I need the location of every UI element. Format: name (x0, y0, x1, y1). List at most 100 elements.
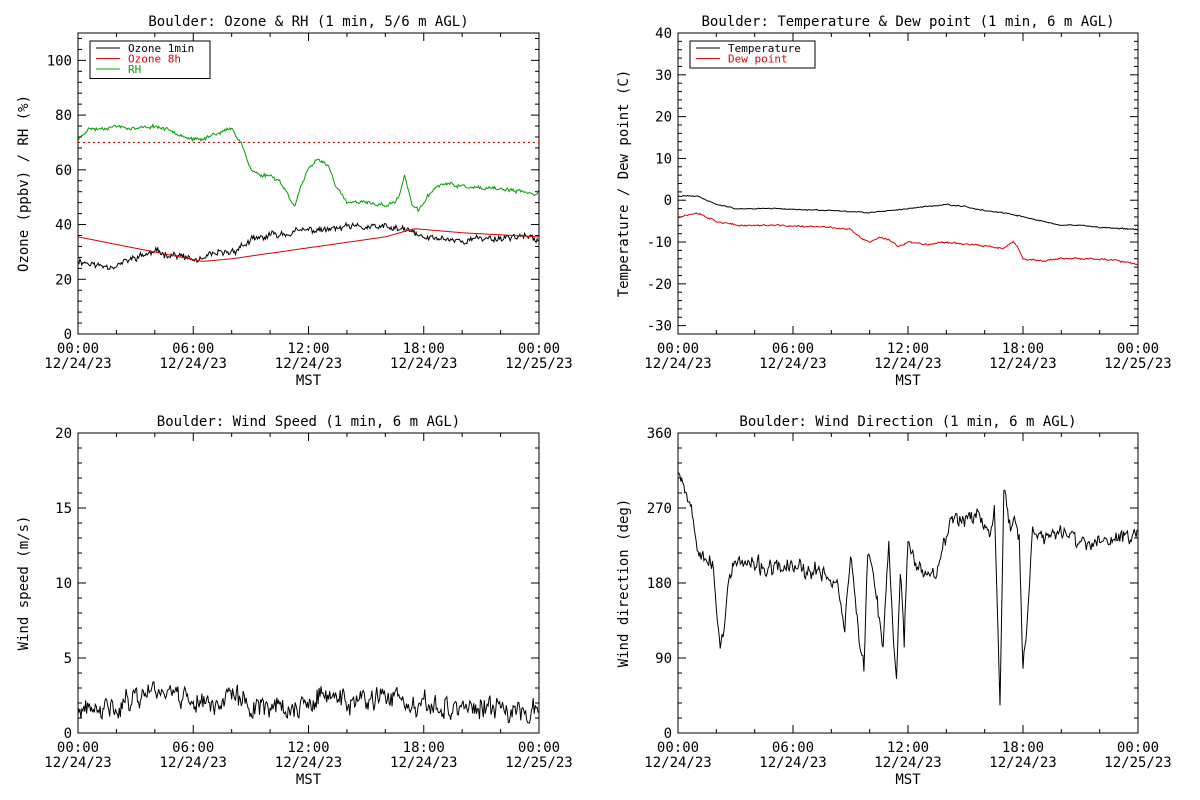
chart-title: Boulder: Wind Direction (1 min, 6 m AGL) (739, 414, 1076, 430)
wind_dir-series-line (678, 472, 1138, 706)
x-tick-date-label: 12/24/23 (644, 356, 711, 372)
plot-frame (677, 432, 1139, 734)
x-tick-date-label: 12/25/23 (505, 356, 572, 372)
chart-title: Boulder: Wind Speed (1 min, 6 m AGL) (157, 414, 460, 430)
series-group (678, 194, 1138, 266)
series-group (78, 681, 539, 724)
y-axis-label: Wind speed (m/s) (16, 516, 32, 651)
panel-wind_speed: Boulder: Wind Speed (1 min, 6 m AGL) 0 5 10… (16, 414, 573, 788)
chart-title: Boulder: Ozone & RH (1 min, 5/6 m AGL) (148, 14, 468, 30)
y-tick-label: -20 (647, 277, 672, 293)
x-tick-label: 12:00 (887, 341, 929, 357)
x-tick-date-label: 12/24/23 (989, 356, 1056, 372)
x-tick-date-label: 12/24/23 (275, 755, 342, 771)
y-tick-label: 360 (647, 426, 672, 442)
x-axis-label: MST (895, 373, 921, 389)
y-axis-label: Temperature / Dew point (C) (616, 70, 632, 298)
y-tick-label: 270 (647, 501, 672, 517)
x-tick-label: 00:00 (57, 740, 99, 756)
wind_speed-series-line (78, 681, 539, 724)
y-tick-label: 10 (655, 151, 672, 167)
y-tick-label: 20 (655, 110, 672, 126)
y-tick-label: 90 (655, 651, 672, 667)
y-tick-label: 40 (655, 26, 672, 42)
series-group (78, 123, 539, 271)
x-tick-label: 18:00 (403, 341, 445, 357)
y-tick-label: 0 (664, 193, 672, 209)
x-tick-label: 00:00 (657, 341, 699, 357)
x-tick-label: 00:00 (518, 341, 560, 357)
y-axis-label: Ozone (ppbv) / RH (%) (16, 95, 32, 272)
x-tick-date-label: 12/24/23 (390, 356, 457, 372)
panel-ozone_rh: Boulder: Ozone & RH (1 min, 5/6 m AGL) 0 2… (16, 14, 573, 389)
dew-point-series-line (678, 212, 1138, 266)
x-tick-label: 06:00 (172, 341, 214, 357)
x-tick-label: 18:00 (1002, 740, 1044, 756)
x-tick-label: 00:00 (57, 341, 99, 357)
x-axis-label: MST (296, 772, 322, 788)
x-tick-label: 00:00 (657, 740, 699, 756)
y-tick-label: -30 (647, 319, 672, 335)
y-tick-label: 0 (664, 726, 672, 742)
x-tick-date-label: 12/24/23 (275, 356, 342, 372)
y-tick-label: 20 (55, 272, 72, 288)
x-tick-date-label: 12/24/23 (874, 755, 941, 771)
x-tick-label: 06:00 (172, 740, 214, 756)
x-axis-label: MST (296, 373, 322, 389)
y-tick-label: 15 (55, 501, 72, 517)
x-tick-date-label: 12/25/23 (1104, 356, 1171, 372)
y-tick-label: 0 (64, 726, 72, 742)
x-tick-date-label: 12/24/23 (44, 755, 111, 771)
x-tick-label: 00:00 (1117, 740, 1159, 756)
legend-label: Temperature (728, 42, 801, 55)
y-tick-label: 0 (64, 327, 72, 343)
y-tick-label: 5 (64, 651, 72, 667)
x-tick-label: 12:00 (287, 740, 329, 756)
plot-frame (677, 32, 1139, 335)
y-tick-label: 20 (55, 426, 72, 442)
plot-frame (77, 432, 540, 734)
x-tick-label: 06:00 (772, 740, 814, 756)
ozone-8h-series-line (78, 228, 539, 262)
legend-box (689, 40, 816, 69)
x-tick-date-label: 12/24/23 (44, 356, 111, 372)
x-tick-label: 18:00 (403, 740, 445, 756)
y-tick-label: -10 (647, 235, 672, 251)
x-tick-label: 06:00 (772, 341, 814, 357)
x-axis-label: MST (895, 772, 921, 788)
y-tick-label: 180 (647, 576, 672, 592)
temperature-series-line (678, 194, 1138, 231)
legend-label: Ozone 8h (128, 53, 181, 66)
chart-title: Boulder: Temperature & Dew point (1 min,… (701, 14, 1114, 30)
rh-series-line (78, 123, 539, 213)
legend-box (89, 40, 211, 79)
x-tick-date-label: 12/25/23 (505, 755, 572, 771)
y-axis-label: Wind direction (deg) (616, 499, 632, 668)
y-tick-label: 80 (55, 108, 72, 124)
series-group (678, 472, 1138, 706)
x-tick-date-label: 12/24/23 (989, 755, 1056, 771)
x-tick-label: 00:00 (1117, 341, 1159, 357)
x-tick-label: 00:00 (518, 740, 560, 756)
x-tick-label: 12:00 (887, 740, 929, 756)
panel-wind_dir: Boulder: Wind Direction (1 min, 6 m AGL)… (616, 414, 1172, 788)
x-tick-date-label: 12/25/23 (1104, 755, 1171, 771)
legend-label: Ozone 1min (128, 42, 194, 55)
x-tick-date-label: 12/24/23 (874, 356, 941, 372)
x-tick-date-label: 12/24/23 (160, 356, 227, 372)
x-tick-label: 12:00 (287, 341, 329, 357)
x-tick-date-label: 12/24/23 (644, 755, 711, 771)
y-tick-label: 100 (47, 53, 72, 69)
y-tick-label: 40 (55, 218, 72, 234)
x-tick-date-label: 12/24/23 (390, 755, 457, 771)
ozone-1min-series-line (78, 221, 539, 271)
legend-label: RH (128, 63, 141, 76)
y-tick-label: 60 (55, 163, 72, 179)
x-tick-date-label: 12/24/23 (160, 755, 227, 771)
x-tick-label: 18:00 (1002, 341, 1044, 357)
panel-temp_dew: Boulder: Temperature & Dew point (1 min,… (616, 14, 1172, 389)
y-tick-label: 10 (55, 576, 72, 592)
x-tick-date-label: 12/24/23 (759, 755, 826, 771)
x-tick-date-label: 12/24/23 (759, 356, 826, 372)
